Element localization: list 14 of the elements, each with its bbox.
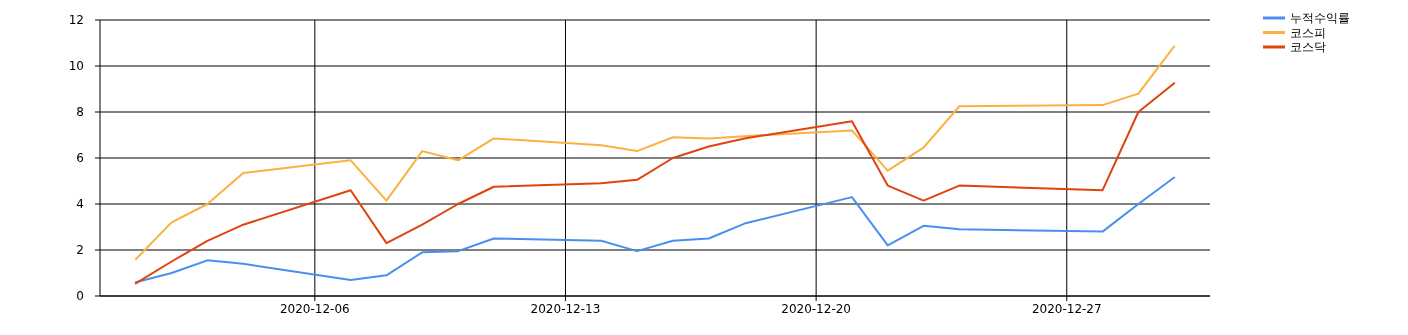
x-tick-label: 2020-12-06 [279,302,350,316]
x-tick-label: 2020-12-27 [1031,302,1102,316]
legend-label: 코스닥 [1290,40,1326,54]
x-tick-label: 2020-12-13 [530,302,601,316]
y-tick-label: 10 [68,59,84,73]
legend-label: 코스피 [1290,25,1326,40]
y-tick-label: 0 [76,289,84,303]
legend-label: 누적수익률 [1290,11,1350,25]
y-tick-label: 2 [76,243,84,257]
y-tick-label: 6 [76,151,84,165]
y-tick-label: 4 [76,197,84,211]
y-tick-label: 8 [76,105,84,119]
y-tick-label: 12 [68,13,84,27]
x-tick-label: 2020-12-20 [781,302,851,316]
